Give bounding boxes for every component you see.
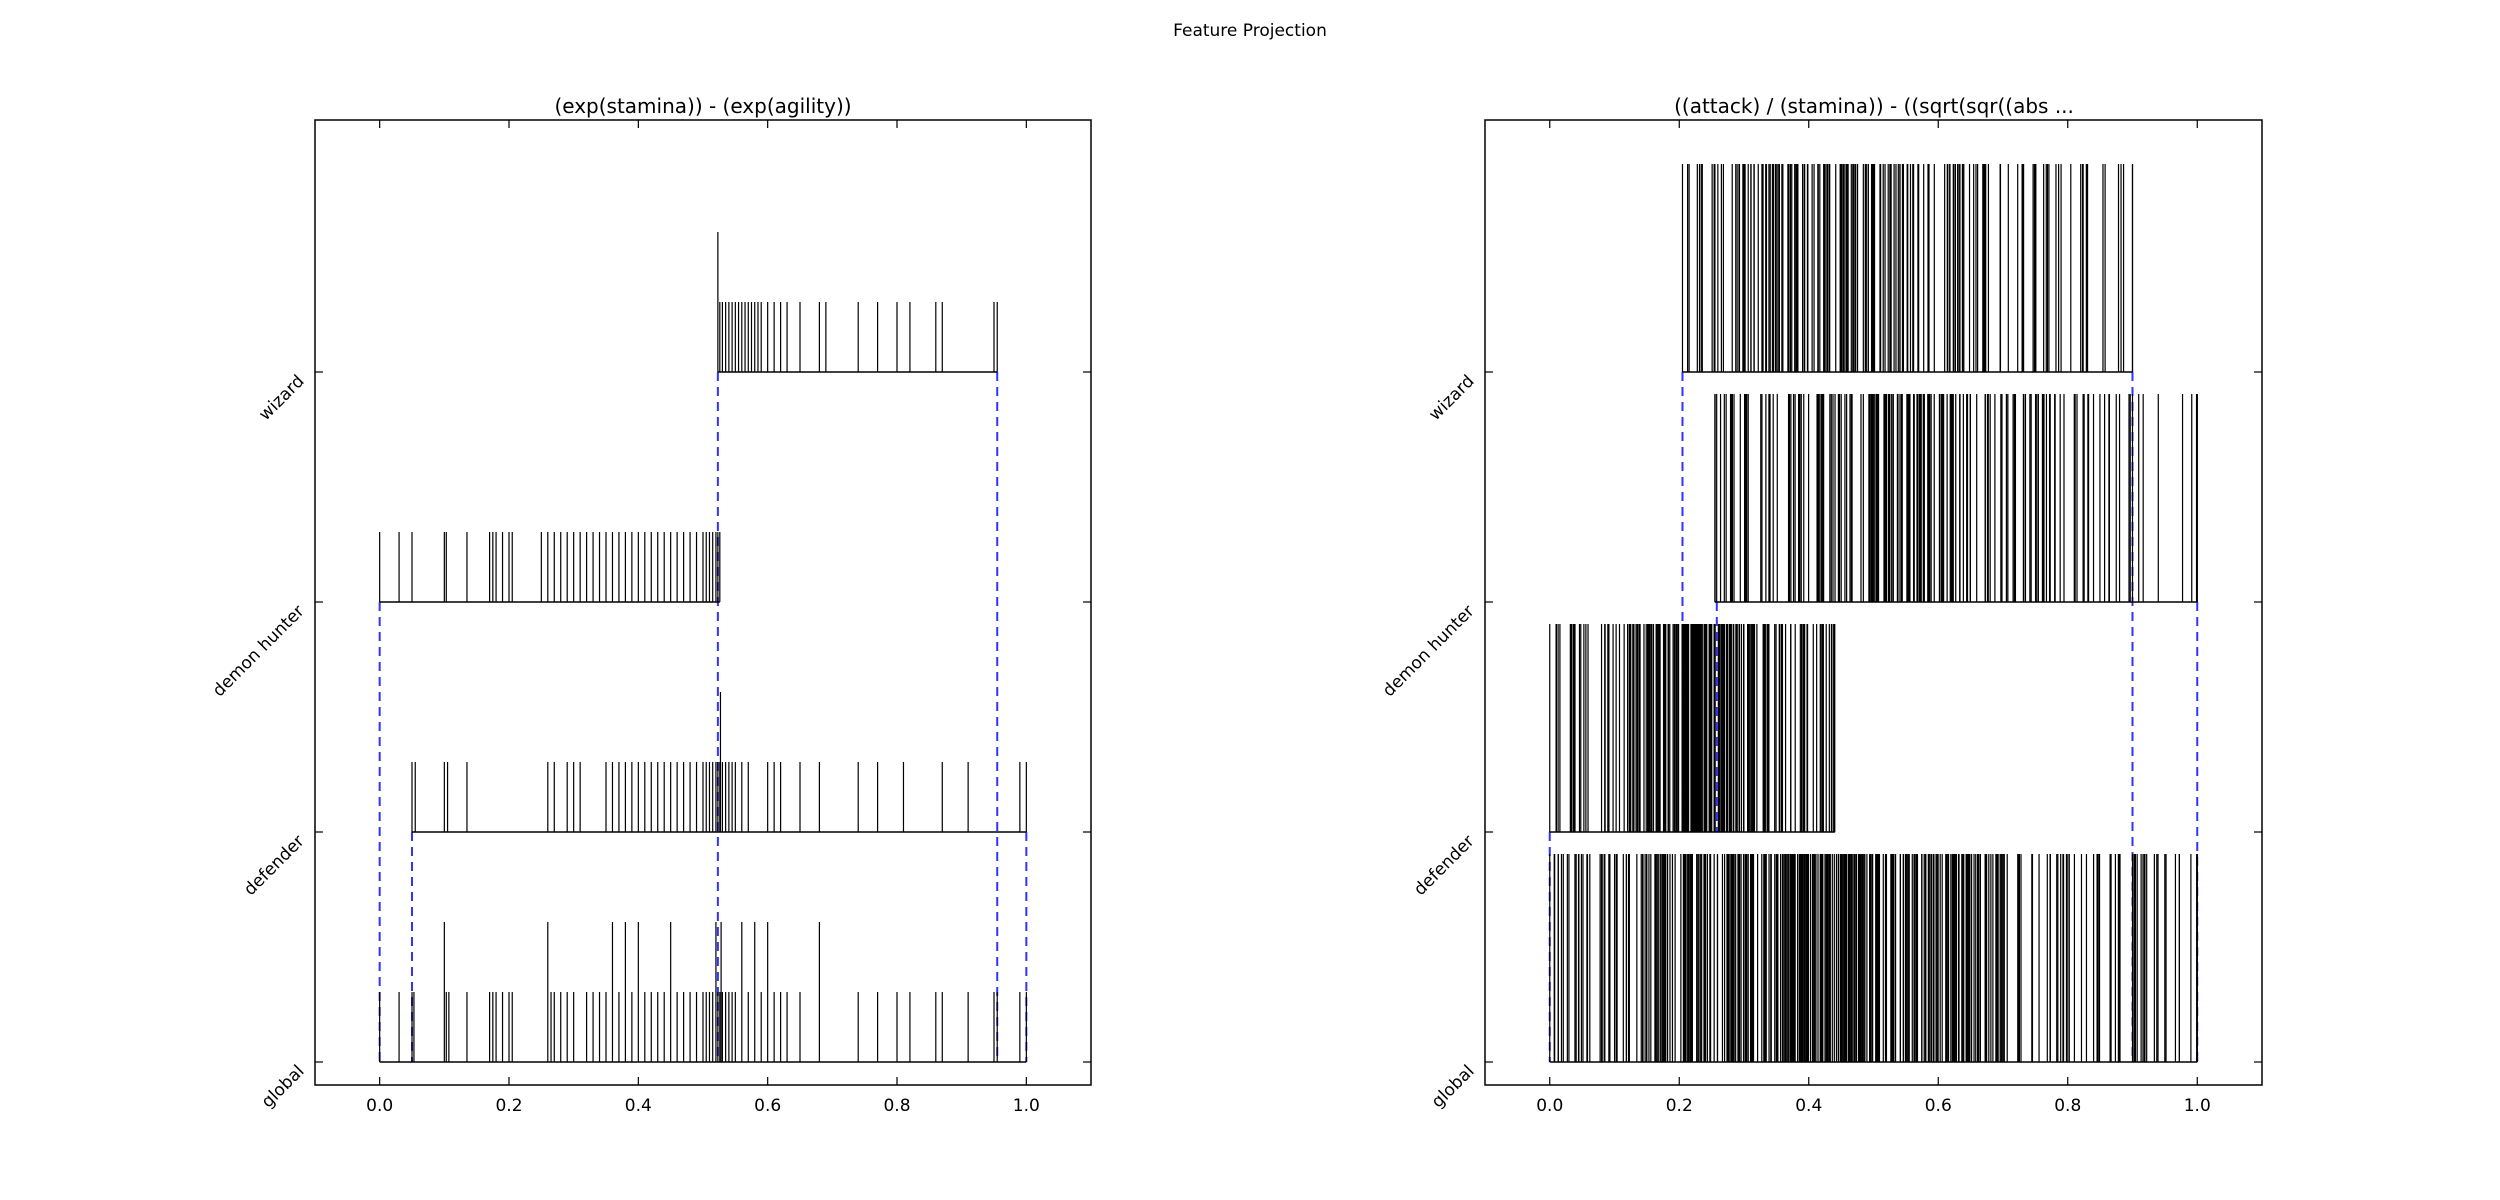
y-tick-label-wizard: wizard [1425,371,1478,424]
x-tick-label: 0.2 [495,1096,522,1116]
y-tick-label-wizard: wizard [255,371,308,424]
x-tick-label: 0.0 [366,1096,393,1116]
y-tick-label-demon-hunter: demon hunter [209,601,309,701]
panel-left: (exp(stamina)) - (exp(agility)) 0.0 0.2 0.… [209,94,1092,1116]
rug-row-wizard [1681,164,2134,373]
rug-row-demon-hunter [1714,394,2198,603]
x-tick-label: 1.0 [2184,1096,2211,1116]
x-tick-label: 0.6 [754,1096,781,1116]
rug-row-defender [1549,624,1836,833]
x-tick-label: 0.6 [1925,1096,1952,1116]
rug-row-global [1549,854,2198,1063]
rug-row-wizard [717,232,998,373]
rug-row-global [379,922,1027,1063]
rug-row-defender [411,692,1027,833]
y-tick-label-defender: defender [240,831,308,899]
panel-right-title: ((attack) / (stamina)) - ((sqrt(sqr((abs… [1674,94,2074,118]
y-tick-label-global: global [258,1061,309,1112]
figure-suptitle: Feature Projection [1173,21,1327,41]
panel-right: ((attack) / (stamina)) - ((sqrt(sqr((abs… [1379,94,2263,1116]
x-tick-label: 0.8 [883,1096,910,1116]
y-tick-label-defender: defender [1410,831,1478,899]
panel-left-title: (exp(stamina)) - (exp(agility)) [554,94,851,118]
x-tick-label: 0.8 [2054,1096,2081,1116]
x-tick-label: 0.4 [625,1096,652,1116]
x-tick-label: 0.4 [1795,1096,1822,1116]
x-tick-label: 1.0 [1013,1096,1040,1116]
rug-row-demon-hunter [379,532,721,603]
y-tick-label-global: global [1428,1061,1479,1112]
y-tick-label-demon-hunter: demon hunter [1379,601,1479,701]
x-tick-label: 0.2 [1666,1096,1693,1116]
x-tick-label: 0.0 [1536,1096,1563,1116]
